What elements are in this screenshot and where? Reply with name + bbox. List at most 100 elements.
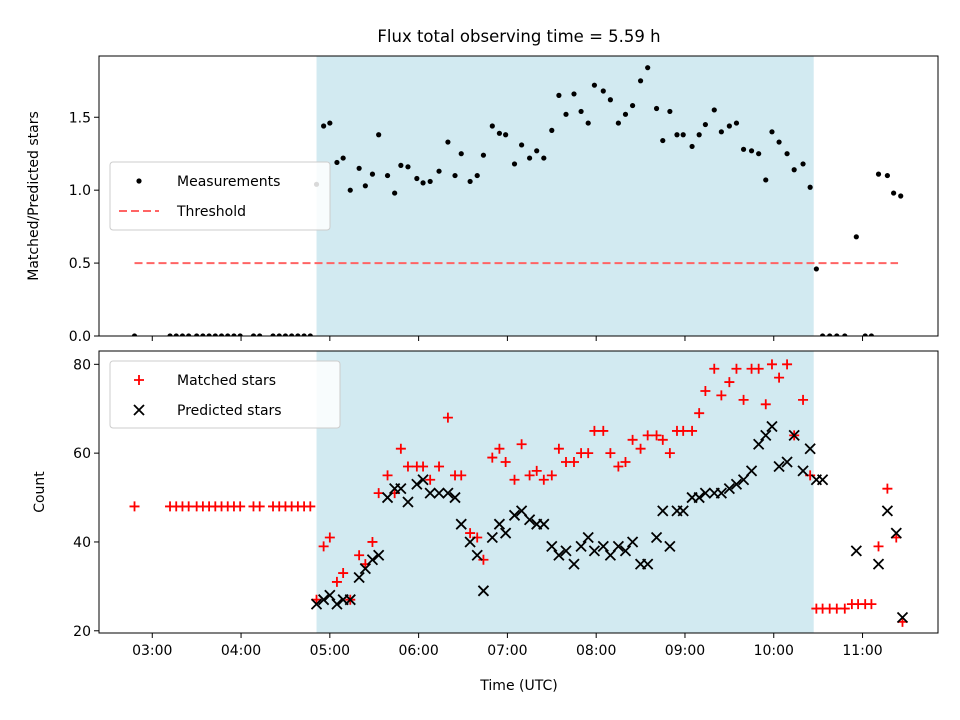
measurement-point	[131, 333, 138, 336]
predicted-star-point	[324, 589, 336, 601]
predicted-star-point	[359, 562, 371, 575]
measurement-point	[270, 333, 276, 336]
measurement-point	[237, 333, 243, 336]
measurement-point	[756, 151, 762, 157]
predicted-star-point	[568, 558, 580, 570]
matched-star-point	[627, 434, 638, 445]
predicted-star-point	[760, 429, 772, 442]
predicted-star-point	[417, 474, 429, 486]
measurement-point	[534, 148, 540, 154]
x-tick-label: 07:00	[487, 643, 527, 659]
predicted-star-point	[650, 531, 663, 544]
predicted-star-point	[781, 456, 793, 468]
y-tick-label: 0.0	[69, 329, 91, 345]
matched-star-point	[664, 448, 675, 459]
predicted-star-point	[317, 594, 330, 606]
matched-star-point	[882, 483, 893, 494]
matched-star-point	[395, 443, 406, 454]
legend-label: Predicted stars	[177, 403, 282, 419]
matched-star-point	[546, 470, 557, 481]
measurement-point	[231, 333, 237, 336]
legend-box	[109, 161, 331, 231]
measurement-point	[321, 123, 327, 129]
measurement-point	[334, 159, 340, 166]
measurement-point	[674, 132, 680, 138]
measurement-point	[427, 178, 433, 185]
measurement-point	[800, 161, 806, 167]
predicted-star-point	[402, 496, 414, 508]
matched-star-point	[694, 408, 705, 419]
y-tick-label: 60	[73, 446, 91, 462]
matched-star-point	[425, 474, 436, 485]
measurement-point	[301, 333, 307, 336]
measurement-point	[526, 155, 533, 161]
predicted-star-point	[575, 540, 587, 553]
matched-star-point	[538, 474, 549, 485]
measurement-point	[733, 120, 740, 126]
matched-star-point	[642, 430, 653, 441]
measurement-point	[179, 333, 186, 336]
y-tick-label: 0.5	[69, 256, 91, 272]
predicted-star-point	[677, 505, 689, 517]
matched-star-point	[873, 541, 884, 552]
measurement-point	[289, 333, 295, 336]
measurement-point	[769, 129, 775, 135]
measurement-point	[898, 193, 904, 199]
y-tick-label: 1.0	[69, 183, 91, 199]
predicted-star-point	[449, 491, 461, 504]
measurement-point	[791, 167, 797, 173]
matched-star-point	[254, 501, 265, 512]
measurement-point	[458, 151, 464, 157]
matched-star-point	[305, 501, 316, 512]
matched-star-point	[235, 501, 246, 512]
legend-matched-swatch	[134, 375, 144, 385]
y-tick-label: 80	[73, 357, 91, 373]
predicted-star-point	[442, 487, 454, 499]
measurement-point	[689, 143, 695, 150]
measurement-point	[467, 178, 473, 185]
matched-star-point	[434, 461, 445, 472]
predicted-star-point	[788, 429, 800, 442]
matched-star-point	[866, 599, 877, 610]
measurement-point	[884, 172, 890, 179]
measurement-point	[200, 333, 206, 336]
measurement-point	[511, 161, 518, 167]
x-tick-label: 09:00	[665, 643, 705, 659]
matched-star-point	[367, 536, 378, 547]
matched-star-point	[553, 443, 564, 454]
matched-star-point	[760, 399, 771, 410]
y-axis-label: Count	[32, 471, 48, 513]
measurement-point	[680, 132, 686, 138]
measurement-point	[340, 155, 346, 161]
measurement-point	[347, 187, 353, 193]
predicted-star-point	[553, 549, 565, 561]
measurement-point	[763, 177, 769, 183]
x-axis-label: Time (UTC)	[479, 678, 557, 694]
measurement-point	[718, 129, 724, 135]
matched-star-point	[700, 385, 711, 396]
matched-star-point	[338, 568, 349, 579]
measurement-point	[660, 137, 666, 144]
predicted-star-point	[850, 545, 862, 557]
measurement-point	[420, 180, 426, 186]
predicted-star-point	[515, 505, 528, 517]
measurement-point	[549, 127, 555, 133]
measurement-point	[607, 97, 613, 103]
matched-star-point	[524, 470, 535, 481]
measurement-point	[218, 333, 225, 336]
measurement-point	[571, 91, 577, 97]
legend-predicted-swatch	[133, 404, 145, 416]
legend-box	[109, 360, 341, 429]
predicted-star-point	[657, 505, 669, 517]
matched-star-point	[716, 390, 727, 401]
measurement-point	[842, 333, 848, 336]
matched-star-point	[402, 461, 413, 472]
y-axis-label: Matched/Predicted stars	[26, 111, 42, 281]
predicted-star-point	[693, 491, 705, 504]
matched-star-point	[129, 501, 140, 512]
predicted-star-point	[424, 487, 436, 499]
measurement-point	[653, 105, 660, 112]
matched-star-point	[354, 550, 365, 561]
measurement-point	[206, 333, 212, 336]
